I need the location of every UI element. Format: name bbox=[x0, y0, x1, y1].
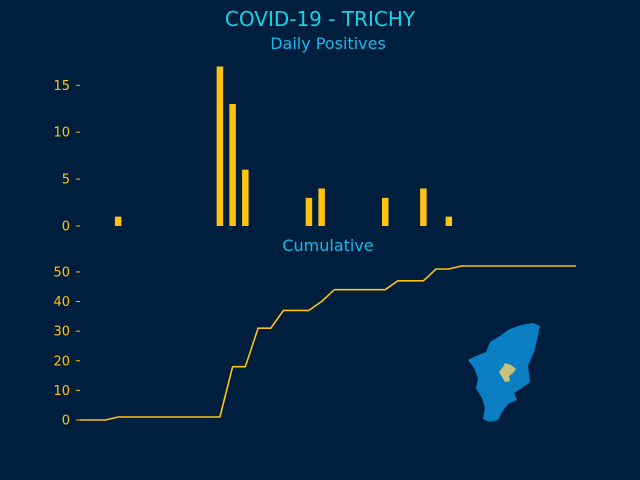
daily-bar bbox=[305, 197, 313, 226]
daily-bar bbox=[216, 66, 224, 226]
daily-ytick-label: 0 bbox=[62, 220, 70, 235]
tamil-nadu-map-icon bbox=[468, 323, 540, 422]
cumulative-chart: 0 10 20 30 40 50 bbox=[53, 265, 576, 429]
daily-ytick-label: 10 bbox=[53, 126, 70, 141]
cumulative-ytick-label: 10 bbox=[53, 384, 70, 399]
daily-bar bbox=[229, 104, 236, 226]
cumulative-ytick-label: 30 bbox=[53, 325, 70, 340]
daily-bar bbox=[420, 188, 427, 226]
cumulative-ytick-label: 40 bbox=[53, 295, 70, 310]
cumulative-ytick-label: 20 bbox=[53, 354, 70, 369]
figure-title: COVID-19 - TRICHY bbox=[225, 7, 416, 31]
cumulative-series-line bbox=[80, 265, 576, 421]
daily-bar bbox=[242, 169, 249, 226]
daily-ytick-label: 5 bbox=[62, 173, 70, 188]
district-highlight bbox=[499, 363, 516, 382]
daily-chart-title: Daily Positives bbox=[270, 34, 386, 53]
cumulative-chart-title: Cumulative bbox=[282, 236, 373, 255]
cumulative-ytick-label: 50 bbox=[53, 265, 70, 280]
daily-bar bbox=[318, 188, 325, 226]
daily-ytick-label: 15 bbox=[53, 79, 70, 94]
daily-positives-chart: 0 5 10 15 bbox=[53, 66, 453, 235]
cumulative-ytick-label: 0 bbox=[62, 414, 70, 429]
daily-bar bbox=[381, 197, 389, 226]
daily-bar bbox=[445, 216, 453, 226]
daily-bar bbox=[114, 216, 122, 226]
